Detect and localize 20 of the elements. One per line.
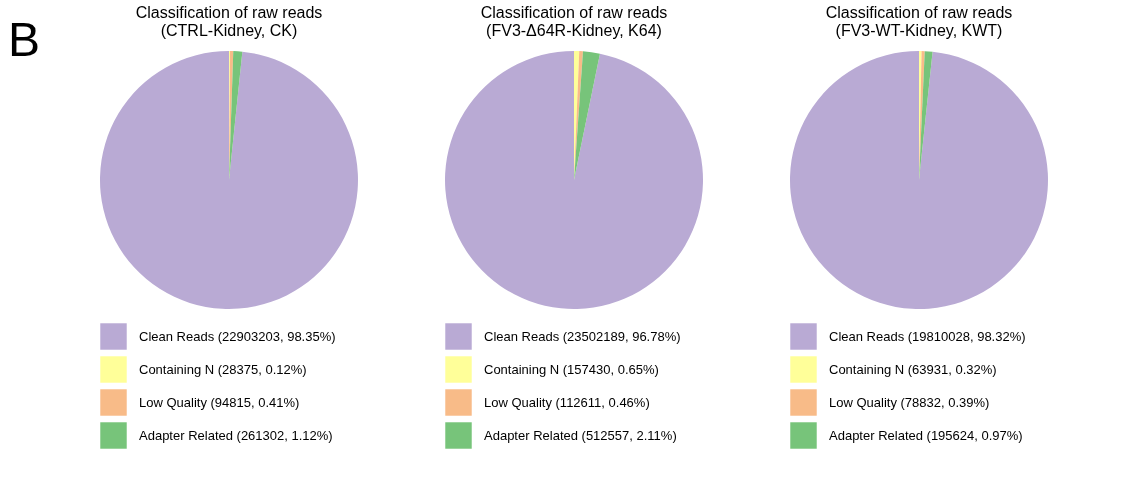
- legend-label: Low Quality (112611, 0.46%): [484, 394, 650, 410]
- legend-label: Containing N (63931, 0.32%): [829, 361, 997, 377]
- chart-title: Classification of raw reads (CTRL-Kidney, CK): [135, 4, 323, 39]
- pie-slice: [445, 51, 703, 309]
- legend-label: Clean Reads (19810028, 98.32%): [829, 328, 1026, 344]
- legend-label: Adapter Related (261302, 1.12%): [139, 427, 333, 443]
- legend-label: Containing N (157430, 0.65%): [484, 361, 659, 377]
- legend-label: Clean Reads (23502189, 96.78%): [484, 328, 681, 344]
- text: B: [8, 12, 41, 67]
- pie-slice: [790, 51, 1048, 309]
- pie-slice: [100, 51, 358, 309]
- legend-label: Adapter Related (512557, 2.11%): [484, 427, 677, 443]
- pie-slice: [574, 51, 600, 180]
- legend-label: Low Quality (78832, 0.39%): [829, 394, 990, 410]
- legend-label: Containing N (28375, 0.12%): [139, 361, 307, 377]
- legend-label: Adapter Related (195624, 0.97%): [829, 427, 1023, 443]
- legend-label: Clean Reads (22903203, 98.35%): [139, 328, 336, 344]
- legend-label: Low Quality (94815, 0.41%): [139, 394, 300, 410]
- chart-title: Classification of raw reads (FV3-Δ64R-Kidney, K64): [480, 4, 668, 39]
- chart-title: Classification of raw reads (FV3-WT-Kidney, KWT): [825, 4, 1013, 39]
